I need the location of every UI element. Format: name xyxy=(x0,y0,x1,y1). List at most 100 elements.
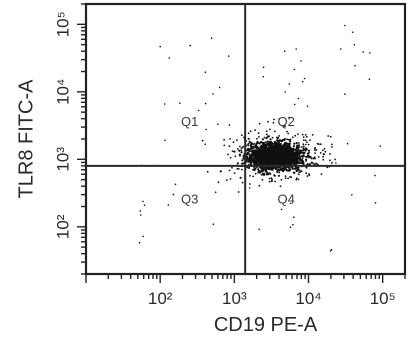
event-dot xyxy=(297,173,300,176)
event-dot xyxy=(218,86,221,89)
event-dot xyxy=(259,160,261,163)
event-dot xyxy=(305,155,307,158)
event-dot xyxy=(205,128,207,131)
event-dot xyxy=(274,148,277,151)
event-dot xyxy=(236,139,238,142)
axis-ticks-group: 10² 10³ 10⁴ 10⁵ 10² 10³ 10⁴ 10⁵ xyxy=(53,3,406,308)
event-dot xyxy=(276,158,278,161)
event-dot xyxy=(273,158,276,161)
event-dot xyxy=(286,159,289,162)
event-dot xyxy=(313,163,316,166)
event-dot xyxy=(351,194,353,196)
event-dot xyxy=(204,143,206,145)
event-dot xyxy=(284,125,286,128)
event-dot xyxy=(322,155,324,158)
event-dot xyxy=(264,161,267,165)
event-dot xyxy=(302,147,305,150)
event-dot xyxy=(268,158,271,161)
event-dot xyxy=(282,124,285,127)
event-dot xyxy=(254,172,257,175)
event-dot xyxy=(236,148,239,150)
event-dot xyxy=(368,78,371,80)
event-dot xyxy=(291,167,294,170)
event-dot xyxy=(280,148,283,152)
event-dot xyxy=(334,158,336,161)
event-dot xyxy=(265,141,267,143)
event-dot xyxy=(268,149,271,152)
event-dot xyxy=(239,176,242,179)
event-dot xyxy=(256,160,260,164)
event-dot xyxy=(252,161,255,164)
event-dot xyxy=(227,55,230,57)
event-dot xyxy=(261,146,264,149)
event-dot xyxy=(248,150,251,153)
event-dot xyxy=(248,187,251,189)
event-dot xyxy=(276,166,278,169)
event-dot xyxy=(287,160,289,163)
event-dot xyxy=(240,149,243,152)
event-dot xyxy=(241,159,244,162)
y-tick-label: 10³ xyxy=(53,147,72,172)
event-dot xyxy=(250,155,253,158)
event-dot xyxy=(252,150,255,153)
event-dot xyxy=(304,134,307,136)
event-dot xyxy=(297,133,299,136)
event-dot xyxy=(248,153,251,156)
event-dot xyxy=(210,37,213,39)
event-dot xyxy=(179,102,181,104)
event-dot xyxy=(223,138,226,141)
quadrant-gate-group xyxy=(86,4,405,274)
event-dot xyxy=(301,151,304,154)
event-dot xyxy=(300,170,303,173)
event-dot xyxy=(312,162,314,165)
event-dot xyxy=(254,129,256,132)
event-dot xyxy=(289,226,292,229)
event-dot xyxy=(286,169,289,172)
event-dot xyxy=(300,155,303,158)
event-dot xyxy=(295,178,298,181)
event-dot xyxy=(296,154,299,157)
event-dot xyxy=(206,170,209,173)
event-dot xyxy=(280,167,282,169)
event-dot xyxy=(303,151,306,154)
event-dot xyxy=(167,204,170,206)
event-dot xyxy=(374,174,376,177)
event-dot xyxy=(168,57,170,59)
event-dot xyxy=(261,178,264,181)
event-dot xyxy=(270,146,273,148)
event-dot xyxy=(242,145,245,148)
event-dot xyxy=(263,172,265,175)
event-dot xyxy=(139,210,142,212)
event-dot xyxy=(249,159,252,162)
event-dot xyxy=(309,139,311,142)
event-dot xyxy=(314,157,316,160)
event-dot xyxy=(255,149,258,152)
event-dot xyxy=(314,146,317,149)
event-dot xyxy=(258,142,261,145)
event-dot xyxy=(240,147,243,149)
event-dot xyxy=(284,167,287,169)
event-dot xyxy=(265,137,268,140)
event-dot xyxy=(335,162,337,164)
event-dot xyxy=(317,156,320,158)
event-dot xyxy=(239,145,241,148)
event-dot xyxy=(261,150,264,153)
event-dot xyxy=(258,228,261,231)
event-dot xyxy=(140,214,142,216)
event-dot xyxy=(305,158,308,161)
event-dot xyxy=(305,148,308,151)
event-dot xyxy=(295,48,298,50)
event-dot xyxy=(268,180,271,183)
event-dot xyxy=(252,146,255,148)
event-dot xyxy=(314,149,316,152)
event-dot xyxy=(262,159,265,162)
event-dot xyxy=(219,170,222,173)
event-dot xyxy=(258,136,260,138)
event-dot xyxy=(304,139,307,142)
event-dot xyxy=(292,145,295,148)
event-dot xyxy=(275,160,278,163)
event-dot xyxy=(249,183,251,185)
event-dot xyxy=(256,153,259,156)
event-dot xyxy=(251,154,254,157)
